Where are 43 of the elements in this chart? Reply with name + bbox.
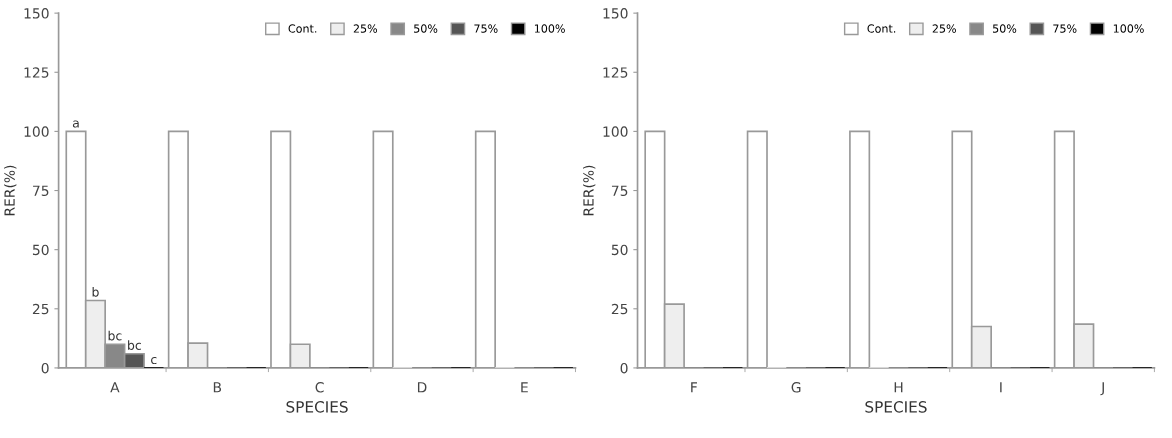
y-tick-label: 0 [620,362,628,374]
data-label: b [92,287,99,297]
x-tick-label: I [1000,382,1002,393]
y-tick-label: 75 [33,185,49,196]
x-axis-title: SPECIES [865,401,927,413]
data-label: c [151,356,157,365]
y-tick-label: 150 [24,8,49,19]
x-tick-label: F [691,382,698,393]
y-axis-title: RER(%) [4,165,17,216]
x-tick-label: A [110,382,120,393]
y-tick-label: 125 [603,67,628,78]
y-axis-title: RER(%) [583,165,596,216]
legend-label: 75% [1053,24,1077,33]
x-tick-label: D [417,382,427,393]
x-tick-label: C [315,382,324,393]
y-tick-label: 50 [611,244,628,256]
legend-label: 50% [993,24,1017,33]
x-axis-title: SPECIES [286,401,348,413]
legend-label: 100% [534,24,565,33]
legend-label: Cont. [288,24,317,33]
legend-label: 75% [474,24,498,33]
y-tick-label: 75 [611,185,628,196]
x-tick-label: G [791,382,801,393]
legend-label: 100% [1113,24,1144,33]
y-tick-label: 25 [32,303,49,315]
y-tick-label: 125 [24,67,49,78]
y-tick-label: 50 [32,244,49,256]
legend-label: 25% [932,24,956,33]
y-tick-label: 100 [603,126,628,137]
x-tick-label: B [213,382,222,393]
data-label: bc [128,340,141,350]
y-tick-label: 100 [24,126,49,137]
y-tick-label: 25 [611,303,628,315]
y-tick-label: 0 [41,362,49,374]
data-label: a [72,120,79,128]
legend-label: Cont. [867,24,896,33]
data-label: bc [108,330,122,341]
legend-label: 50% [414,24,438,33]
y-tick-label: 150 [603,8,628,19]
x-tick-label: J [1100,382,1104,396]
x-tick-label: H [894,382,903,393]
legend-label: 25% [353,24,378,33]
x-tick-label: E [521,382,528,393]
